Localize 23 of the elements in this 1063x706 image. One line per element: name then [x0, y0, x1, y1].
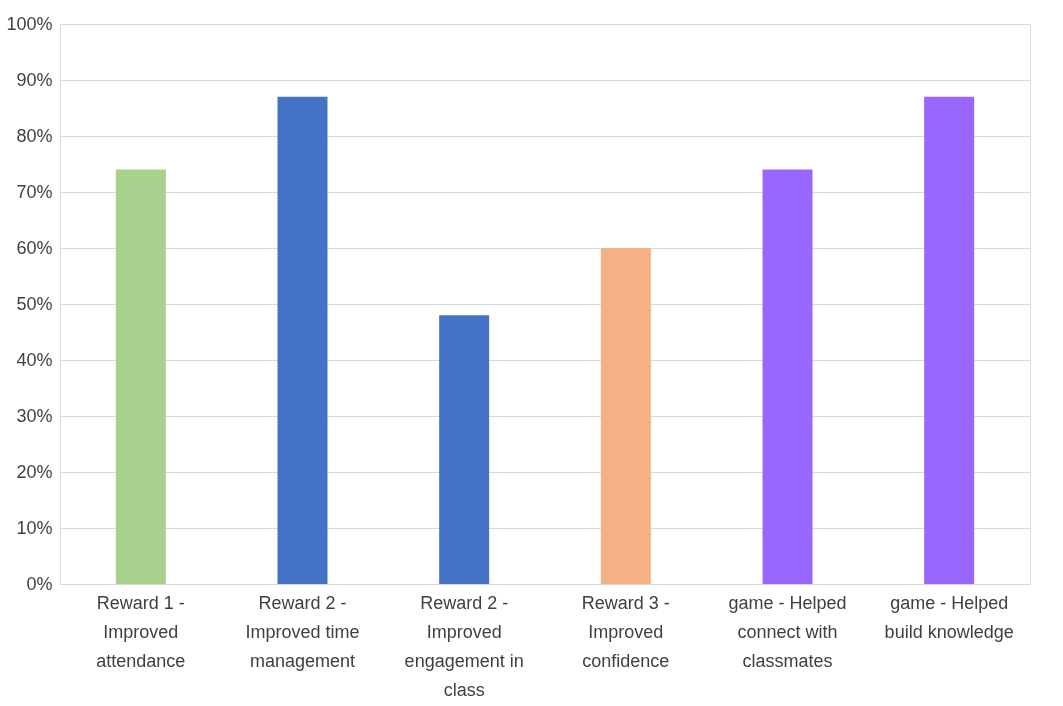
bar	[277, 96, 328, 584]
bar	[439, 315, 490, 584]
y-tick-label: 40%	[16, 349, 53, 370]
bar	[762, 169, 813, 584]
y-tick-label: 50%	[16, 293, 53, 314]
y-tick-label: 70%	[16, 181, 53, 202]
x-tick-label: Reward 1 - Improved attendance	[96, 592, 186, 671]
y-tick-label: 60%	[16, 237, 53, 258]
y-tick-label: 10%	[16, 517, 53, 538]
y-tick-label: 90%	[16, 69, 53, 90]
y-tick-label: 0%	[26, 573, 53, 594]
x-tick-label: game - Helped build knowledge	[884, 592, 1014, 642]
x-tick-label: Reward 2 - Improved engagement in class	[404, 592, 524, 700]
x-tick-label: game - Helped connect with classmates	[728, 592, 847, 671]
x-tick-label: Reward 3 - Improved confidence	[581, 592, 670, 671]
bar	[115, 169, 166, 584]
y-tick-label: 20%	[16, 461, 53, 482]
y-tick-label: 100%	[6, 13, 53, 34]
bar	[924, 96, 975, 584]
x-tick-label: Reward 2 - Improved time management	[245, 592, 360, 671]
y-tick-label: 80%	[16, 125, 53, 146]
y-tick-label: 30%	[16, 405, 53, 426]
bar	[600, 248, 651, 584]
